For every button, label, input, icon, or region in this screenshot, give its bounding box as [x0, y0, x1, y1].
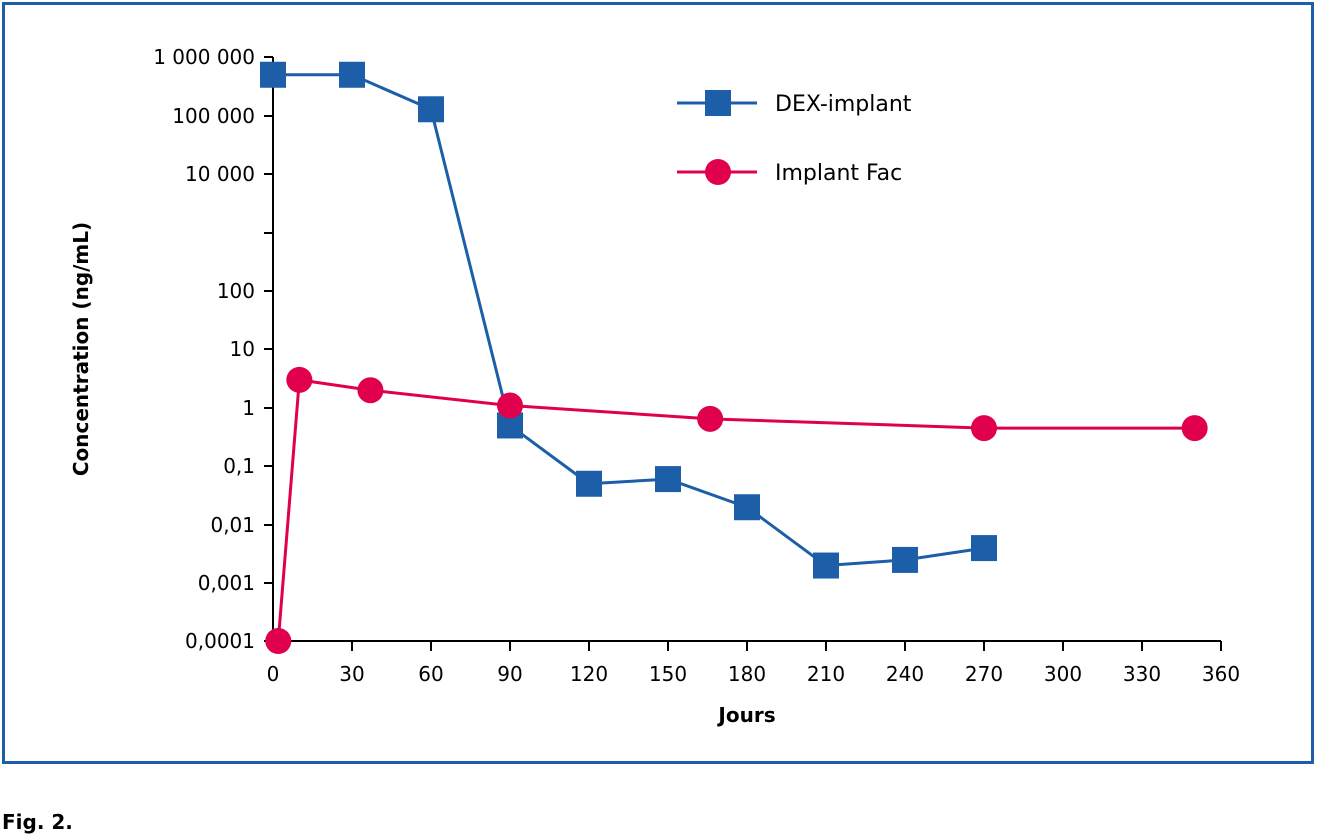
- y-tick-label: 100 000: [172, 104, 255, 128]
- data-point-fac: [265, 628, 292, 654]
- x-tick-label: 30: [339, 662, 364, 686]
- x-ticks: 0 30 60 90 120 150 180 210 240 270 300 330 360: [267, 641, 1240, 686]
- data-point-dex: [813, 552, 839, 579]
- x-tick-label: 150: [649, 662, 687, 686]
- y-tick-label: 10 000: [185, 162, 255, 186]
- y-tick-label: 1 000 000: [153, 45, 255, 69]
- legend-dex-square-icon: [705, 90, 731, 116]
- x-axis-title: Jours: [716, 703, 775, 727]
- x-tick-label: 360: [1202, 662, 1240, 686]
- data-point-fac: [286, 366, 313, 393]
- x-tick-label: 120: [570, 662, 608, 686]
- x-tick-label: 330: [1123, 662, 1161, 686]
- data-point-dex: [655, 466, 681, 493]
- y-tick-label: 1: [242, 396, 255, 420]
- y-axis-title: Concentration (ng/mL): [69, 222, 93, 476]
- x-tick-label: 60: [418, 662, 443, 686]
- data-point-fac: [357, 377, 384, 404]
- series-layer: [260, 61, 1208, 654]
- y-tick-label: 0,0001: [185, 629, 255, 653]
- data-point-fac: [1181, 415, 1208, 442]
- data-point-dex: [260, 61, 286, 88]
- data-point-dex: [339, 61, 365, 88]
- data-point-dex: [892, 546, 918, 573]
- legend-fac-label: Implant Fac: [775, 161, 902, 186]
- x-tick-label: 210: [807, 662, 845, 686]
- x-tick-label: 240: [886, 662, 924, 686]
- y-tick-label: 100: [217, 279, 255, 303]
- y-ticks: 0,0001 0,001 0,01 0,1 1 10 100 10 000 100 000 1 0…: [153, 45, 273, 653]
- x-tick-label: 0: [267, 662, 280, 686]
- x-tick-label: 300: [1044, 662, 1082, 686]
- y-tick-label: 10: [230, 337, 255, 361]
- legend-dex-label: DEX-implant: [775, 92, 912, 117]
- y-tick-label: 0,1: [223, 454, 255, 478]
- x-tick-label: 90: [497, 662, 522, 686]
- data-point-dex: [576, 470, 602, 497]
- figure-frame: [2, 2, 1314, 764]
- legend: DEX-implant Implant Fac: [677, 90, 912, 186]
- series-line-dex: [273, 73, 985, 568]
- data-point-dex: [418, 96, 444, 123]
- legend-fac-circle-icon: [705, 159, 731, 185]
- x-tick-label: 270: [965, 662, 1003, 686]
- legend-item-fac: Implant Fac: [677, 159, 902, 186]
- x-tick-label: 180: [728, 662, 766, 686]
- data-point-dex: [971, 535, 997, 562]
- data-point-fac: [497, 392, 523, 419]
- y-tick-label: 0,01: [210, 513, 255, 537]
- data-point-fac: [697, 405, 724, 432]
- data-point-fac: [971, 415, 997, 442]
- y-tick-label: 0,001: [198, 571, 255, 595]
- data-point-dex: [734, 494, 760, 521]
- figure-caption: Fig. 2.: [2, 810, 73, 834]
- legend-item-dex: DEX-implant: [677, 90, 912, 117]
